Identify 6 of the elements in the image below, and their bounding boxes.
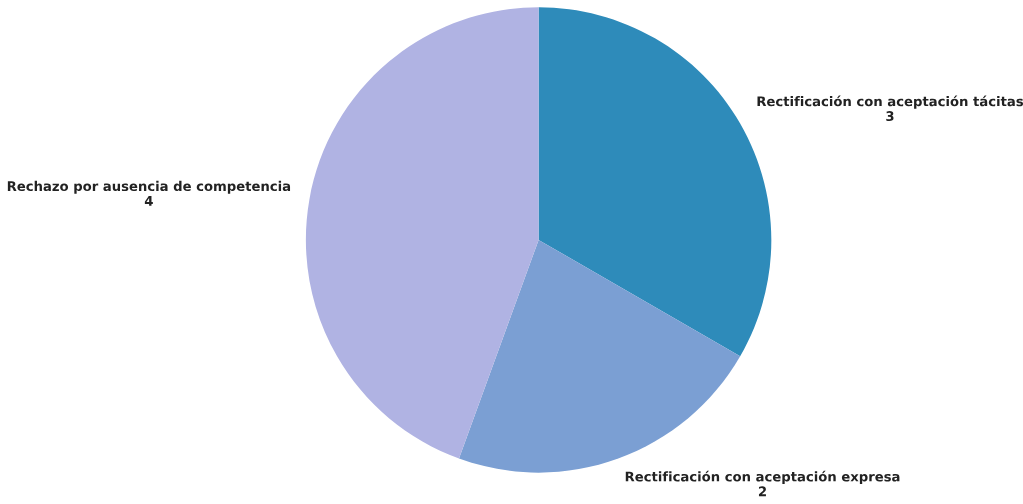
slice-label: Rechazo por ausencia de competencia	[7, 180, 291, 194]
data-label: 4	[144, 196, 153, 206]
data-label: 3	[886, 111, 894, 122]
data-label: 2	[758, 486, 766, 497]
slice-label: Rectificación con aceptación tácitas	[757, 95, 1023, 109]
slice-label: Rectificación con aceptación expresa	[625, 470, 900, 485]
